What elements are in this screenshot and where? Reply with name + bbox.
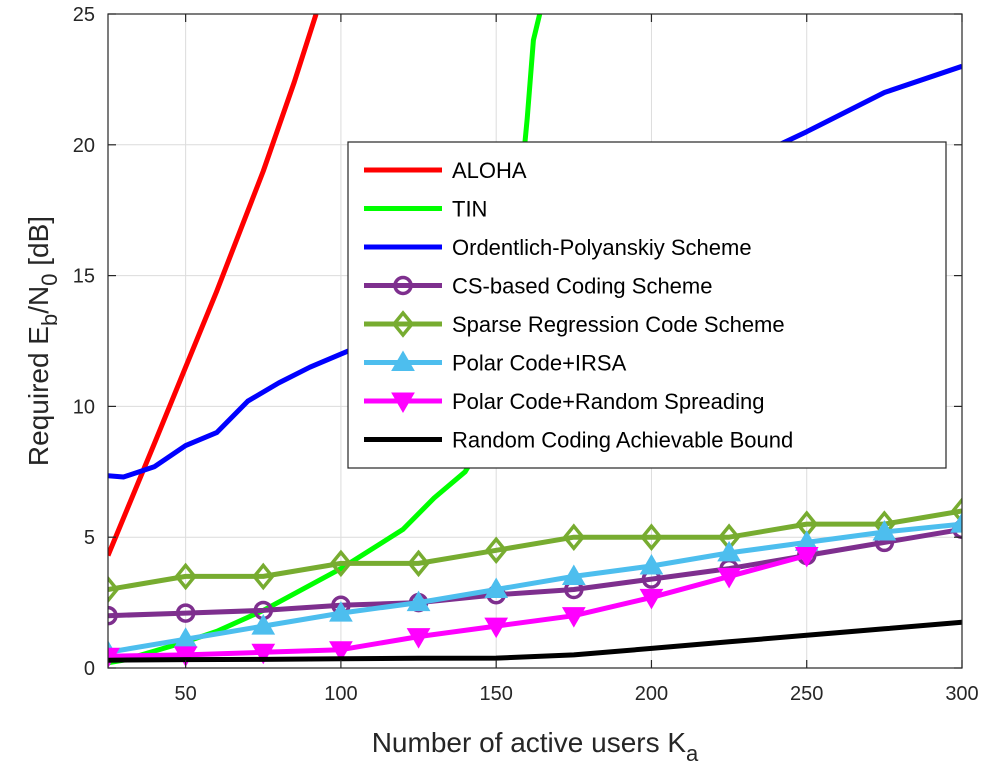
data-point-marker <box>717 540 741 562</box>
data-series <box>108 14 962 668</box>
legend-label: Ordentlich-Polyanskiy Scheme <box>452 235 752 260</box>
plot-frame <box>107 13 963 669</box>
series-line <box>108 526 962 619</box>
data-point-marker <box>484 577 509 599</box>
legend-label: Random Coding Achievable Bound <box>452 428 793 453</box>
x-tick-label: 50 <box>175 683 197 705</box>
y-tick-label: 0 <box>84 658 95 680</box>
x-tick-label: 150 <box>479 683 512 705</box>
data-point-marker <box>484 617 509 639</box>
legend-label: ALOHA <box>452 158 527 183</box>
legend-marker <box>391 350 415 371</box>
legend-label: Polar Code+Random Spreading <box>452 389 764 414</box>
legend-marker <box>393 275 413 296</box>
data-point-marker <box>562 523 586 551</box>
y-tick-label: 20 <box>73 135 95 157</box>
x-tick-label: 100 <box>324 683 357 705</box>
series-line <box>108 553 808 659</box>
data-point-marker <box>329 641 353 662</box>
data-point-marker <box>406 590 431 612</box>
series-line <box>108 619 962 663</box>
y-axis-label-part-1: Required E <box>23 326 54 466</box>
y-axis-label-subscript-0: 0 <box>37 274 62 286</box>
data-point-marker <box>950 512 962 533</box>
y-tick-label: 15 <box>73 266 95 288</box>
data-point-marker <box>406 628 431 649</box>
data-point-marker <box>174 562 197 591</box>
legend-box <box>347 141 947 469</box>
y-tick-label: 25 <box>73 4 95 26</box>
legend: ALOHA TIN Ordentlich-Polyanskiy Scheme CS-b… <box>347 141 947 469</box>
data-point-marker <box>639 553 664 575</box>
data-point-marker <box>251 614 276 635</box>
data-point-marker <box>717 567 741 589</box>
legend-label: Polar Code+IRSA <box>452 351 627 376</box>
data-point-marker <box>108 605 118 626</box>
x-axis-label: Number of active users Ka <box>372 727 699 766</box>
y-axis-label: Required Eb/N0 [dB] <box>23 216 62 466</box>
data-point-marker <box>794 547 819 568</box>
data-point-marker <box>329 549 353 578</box>
y-tick-label: 5 <box>84 527 95 549</box>
legend-entry: Ordentlich-Polyanskiy Scheme <box>364 235 752 260</box>
legend-label: Sparse Regression Code Scheme <box>452 312 785 337</box>
data-point-marker <box>561 564 586 585</box>
data-point-marker <box>484 536 508 565</box>
data-point-marker <box>252 562 275 591</box>
legend-entry: Random Coding Achievable Bound <box>364 428 793 453</box>
data-point-marker <box>173 646 198 667</box>
data-point-marker <box>640 523 663 551</box>
legend-marker <box>391 310 415 338</box>
series-8 <box>108 619 962 663</box>
data-point-marker <box>639 588 664 610</box>
axis-ticks: 50 100 150 200 250 300 0 5 10 15 20 25 <box>73 4 979 705</box>
y-axis-label-subscript-b: b <box>37 314 62 326</box>
data-point-marker <box>329 601 353 622</box>
legend-entry: Sparse Regression Code Scheme <box>364 310 785 338</box>
y-axis-label-part-3: [dB] <box>23 216 54 274</box>
data-point-marker <box>950 497 962 525</box>
legend-entry: CS-based Coding Scheme <box>364 274 712 299</box>
legend-entry: TIN <box>364 197 487 222</box>
data-point-marker <box>561 607 586 628</box>
series-line <box>108 14 319 557</box>
data-point-marker <box>108 575 120 604</box>
legend-label: TIN <box>452 197 487 222</box>
legend-label: CS-based Coding Scheme <box>452 274 712 299</box>
series-line <box>108 521 962 655</box>
series-6 <box>108 512 962 661</box>
x-axis-label-subscript: a <box>686 741 699 766</box>
x-tick-label: 300 <box>945 683 978 705</box>
x-tick-label: 250 <box>790 683 823 705</box>
data-point-marker <box>251 643 276 665</box>
series-line <box>108 508 962 592</box>
data-point-marker <box>872 519 897 541</box>
data-point-marker <box>407 549 430 578</box>
data-point-marker <box>175 603 196 623</box>
y-tick-label: 10 <box>73 396 95 418</box>
x-axis-label-main: Number of active users K <box>372 727 687 758</box>
legend-entry: Polar Code+Random Spreading <box>364 389 764 414</box>
legend-marker <box>391 392 415 413</box>
series-1 <box>108 14 319 557</box>
x-tick-label: 200 <box>635 683 668 705</box>
legend-entry: ALOHA <box>364 158 527 183</box>
y-axis-label-part-2: /N <box>23 286 54 314</box>
legend-entry: Polar Code+IRSA <box>364 351 627 376</box>
